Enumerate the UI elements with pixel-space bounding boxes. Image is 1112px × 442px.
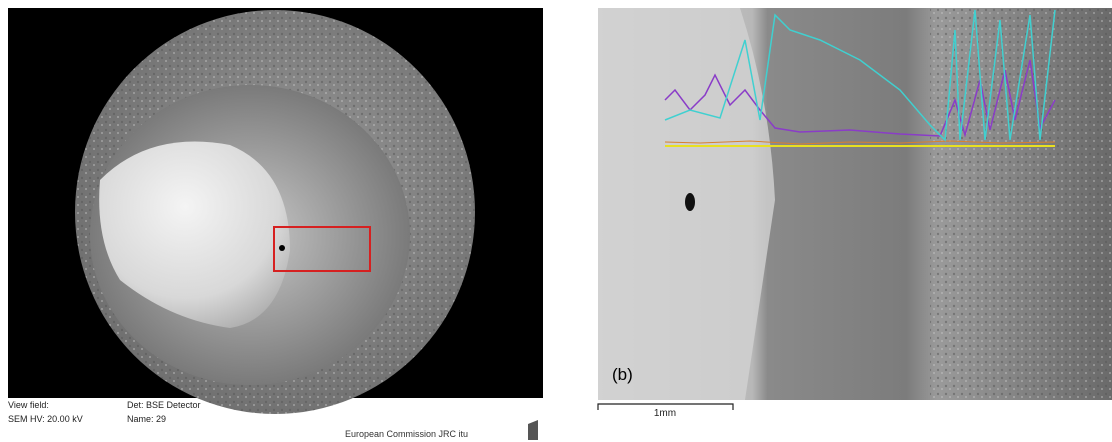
logo xyxy=(528,420,538,440)
footer-text: European Commission JRC itu xyxy=(345,429,468,439)
info-text: Name: 29 xyxy=(127,414,166,424)
panel-label: (a) xyxy=(22,363,43,382)
panel-b: (b) 1mm xyxy=(598,8,1112,419)
panel-a: (a) View field: SEM HV: 20.00 kV Det: BS… xyxy=(8,8,543,440)
panel-label: (b) xyxy=(612,365,633,384)
info-text: View field: xyxy=(8,400,49,410)
defect xyxy=(685,193,695,211)
info-text: Det: BSE Detector xyxy=(127,400,201,410)
defect xyxy=(279,245,285,251)
figure: (a) View field: SEM HV: 20.00 kV Det: BS… xyxy=(0,0,1112,442)
scale-label: 1mm xyxy=(654,408,676,419)
info-text: SEM HV: 20.00 kV xyxy=(8,414,83,424)
